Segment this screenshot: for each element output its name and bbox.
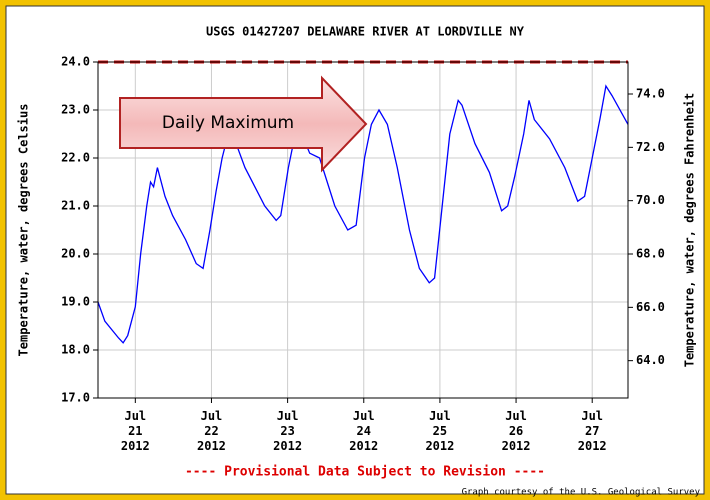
annotation-arrow <box>119 75 368 173</box>
y-tick-label: 22.0 <box>61 151 90 165</box>
y-tick-label: 17.0 <box>61 391 90 405</box>
y-axis-label: Temperature, water, degrees Celsius <box>17 104 31 357</box>
x-tick-label: Jul 23 2012 <box>273 409 302 453</box>
x-tick-label: Jul 26 2012 <box>502 409 531 453</box>
y-tick-label: 23.0 <box>61 103 90 117</box>
y2-tick-label: 64.0 <box>636 353 665 367</box>
y-tick-label: 21.0 <box>61 199 90 213</box>
y2-tick-label: 70.0 <box>636 193 665 207</box>
annotation: Daily Maximum <box>162 113 294 133</box>
x-tick-label: Jul 21 2012 <box>121 409 150 453</box>
chart-title: USGS 01427207 DELAWARE RIVER AT LORDVILL… <box>206 25 525 39</box>
y-tick-label: 24.0 <box>61 55 90 69</box>
y2-tick-label: 74.0 <box>636 87 665 101</box>
x-tick-label: Jul 22 2012 <box>197 409 226 453</box>
x-tick-label: Jul 24 2012 <box>349 409 378 453</box>
y2-tick-label: 68.0 <box>636 247 665 261</box>
credit: Graph courtesy of the U.S. Geological Su… <box>462 488 701 498</box>
x-tick-label: Jul 27 2012 <box>578 409 607 453</box>
y-tick-label: 18.0 <box>61 343 90 357</box>
plot: 17.0 18.0 19.0 20.0 21.0 22.0 23.0 24.0 64.0 66.0… <box>17 55 697 453</box>
line <box>97 84 629 344</box>
y-tick-label: 19.0 <box>61 295 90 309</box>
y2-axis-label: Temperature, water, degrees Fahrenheit <box>683 93 697 368</box>
x-tick-label: Jul 25 2012 <box>425 409 454 453</box>
y2-tick-label: 72.0 <box>636 140 665 154</box>
y2-tick-label: 66.0 <box>636 300 665 314</box>
plot-border <box>97 61 629 399</box>
footer: ---- Provisional Data Subject to Revisio… <box>185 465 545 480</box>
y-tick-label: 20.0 <box>61 247 90 261</box>
